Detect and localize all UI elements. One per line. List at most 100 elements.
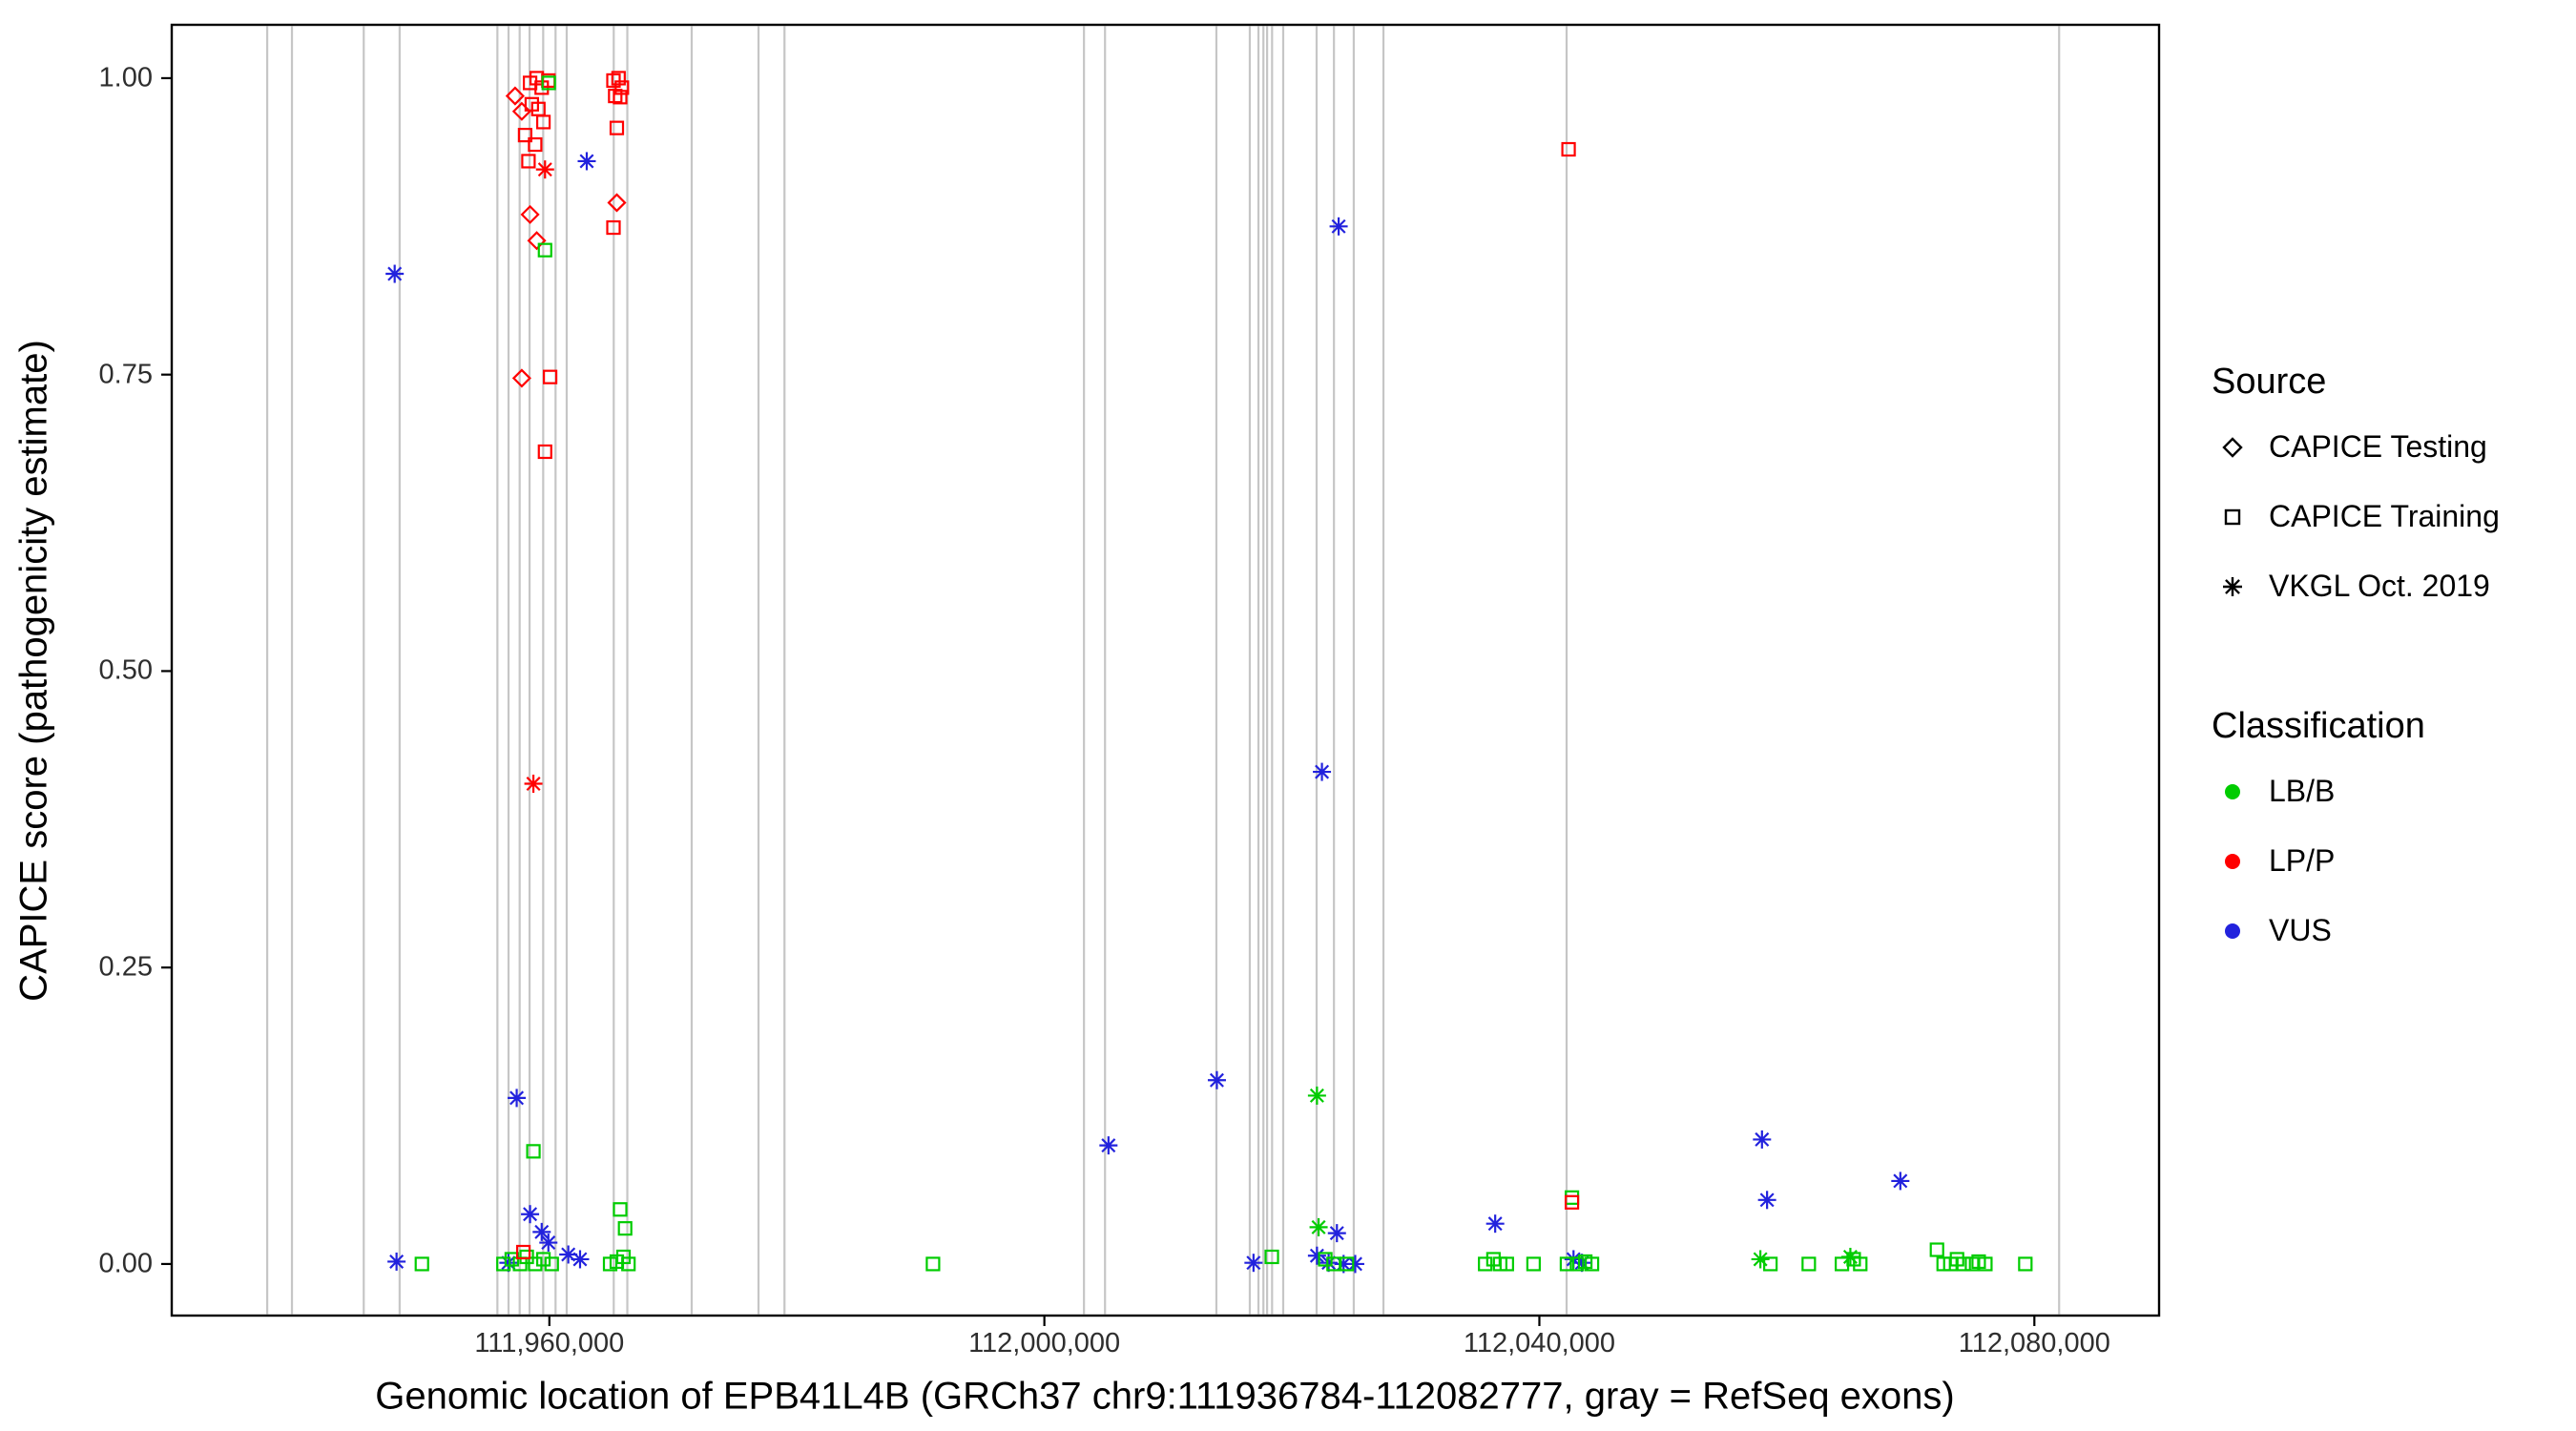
y-tick-label: 0.25: [98, 951, 153, 983]
data-point: [535, 160, 554, 179]
data-point: [508, 1089, 527, 1108]
data-point: [613, 90, 628, 105]
data-point: [1329, 217, 1348, 236]
data-point: [385, 264, 405, 283]
legend-item-vus: VUS: [2212, 896, 2500, 965]
data-point: [621, 1256, 636, 1272]
data-point: [606, 219, 621, 236]
data-point: [1929, 1242, 1944, 1257]
data-point: [1526, 1256, 1541, 1272]
y-tick-label: 0.50: [98, 654, 153, 686]
data-point: [1564, 1194, 1580, 1210]
data-point: [1264, 1249, 1279, 1265]
legend-item-lpp: LP/P: [2212, 826, 2500, 896]
legend-gap: [2212, 621, 2500, 695]
data-point: [1751, 1250, 1770, 1269]
data-point: [1318, 1252, 1333, 1267]
data-point: [537, 242, 552, 258]
data-point: [535, 114, 551, 130]
data-point: [1891, 1172, 1910, 1191]
asterisk-icon: [2223, 576, 2242, 596]
data-point: [1207, 1070, 1226, 1089]
x-tick-label: 111,960,000: [474, 1328, 625, 1358]
data-point: [527, 231, 547, 251]
data-point: [1319, 1254, 1339, 1273]
data-point: [511, 368, 531, 388]
y-axis-title: CAPICE score (pathogenicity estimate): [12, 340, 55, 1002]
square-icon: [2224, 508, 2241, 525]
x-tick-label: 112,080,000: [1958, 1328, 2110, 1358]
data-point: [1561, 141, 1576, 157]
legend-classification-title: Classification: [2212, 705, 2425, 746]
legend-source-items: CAPICE Testing CAPICE Training VKGL Oct. 2…: [2212, 412, 2500, 621]
data-point: [1485, 1214, 1505, 1234]
legend-item-label: CAPICE Testing: [2269, 429, 2487, 464]
data-point: [1978, 1256, 1993, 1272]
data-point: [532, 1222, 551, 1241]
data-point: [414, 1256, 429, 1272]
data-point: [571, 1250, 590, 1269]
data-point: [1801, 1256, 1817, 1272]
circle-icon: [2225, 923, 2240, 939]
data-point: [1327, 1224, 1346, 1243]
panel-border: [170, 23, 2161, 1317]
data-point: [925, 1256, 941, 1272]
data-point: [1099, 1136, 1118, 1155]
data-point: [541, 75, 556, 91]
data-point: [1763, 1256, 1778, 1272]
data-point: [537, 444, 552, 460]
data-point: [608, 88, 623, 104]
data-point: [1313, 762, 1332, 781]
x-tick-label: 112,000,000: [968, 1328, 1121, 1358]
legend-item-vkgl: VKGL Oct. 2019: [2212, 551, 2500, 621]
data-point: [387, 1252, 406, 1271]
legend-item-training: CAPICE Training: [2212, 482, 2500, 551]
data-point: [1307, 1246, 1326, 1265]
legend-classification-items: LB/B LP/P VUS: [2212, 757, 2500, 965]
data-point: [505, 86, 525, 106]
data-point: [1244, 1254, 1263, 1273]
data-point: [521, 1205, 540, 1224]
data-point: [607, 193, 627, 213]
y-tick-label: 0.75: [98, 359, 153, 390]
data-point: [1584, 1256, 1600, 1272]
data-point: [524, 775, 543, 794]
data-point: [1499, 1256, 1514, 1272]
data-point: [1757, 1191, 1776, 1210]
data-point: [528, 136, 543, 153]
legend-item-label: CAPICE Training: [2269, 499, 2500, 533]
circle-icon: [2225, 783, 2240, 799]
data-point: [521, 154, 536, 169]
legend-item-testing: CAPICE Testing: [2212, 412, 2500, 482]
data-point: [1569, 1256, 1585, 1272]
data-point: [1345, 1255, 1364, 1274]
legend: Source CAPICE Testing CAPICE Training VKGL…: [2212, 351, 2500, 965]
data-point: [515, 1244, 531, 1260]
y-tick-label: 1.00: [98, 62, 153, 93]
data-point: [539, 1234, 558, 1253]
circle-icon: [2225, 853, 2240, 869]
data-point: [1340, 1256, 1355, 1272]
data-point: [577, 152, 596, 171]
x-axis-title: Genomic location of EPB41L4B (GRCh37 chr…: [375, 1375, 1955, 1418]
data-point: [526, 1144, 541, 1159]
data-point: [1956, 1256, 1971, 1272]
data-point: [1853, 1256, 1868, 1272]
data-point: [535, 1252, 551, 1267]
data-point: [1309, 1217, 1328, 1236]
data-point: [1753, 1130, 1772, 1149]
data-point: [613, 1202, 628, 1217]
diamond-icon: [2222, 436, 2243, 458]
y-tick-label: 0.00: [98, 1248, 153, 1279]
data-point: [517, 127, 532, 143]
legend-item-label: LB/B: [2269, 774, 2336, 808]
data-point: [609, 120, 625, 135]
legend-item-lbb: LB/B: [2212, 757, 2500, 826]
x-tick-label: 112,040,000: [1463, 1328, 1616, 1358]
data-point: [544, 1256, 559, 1272]
data-point: [511, 101, 531, 121]
data-point: [1559, 1256, 1574, 1272]
data-point: [528, 1256, 543, 1272]
